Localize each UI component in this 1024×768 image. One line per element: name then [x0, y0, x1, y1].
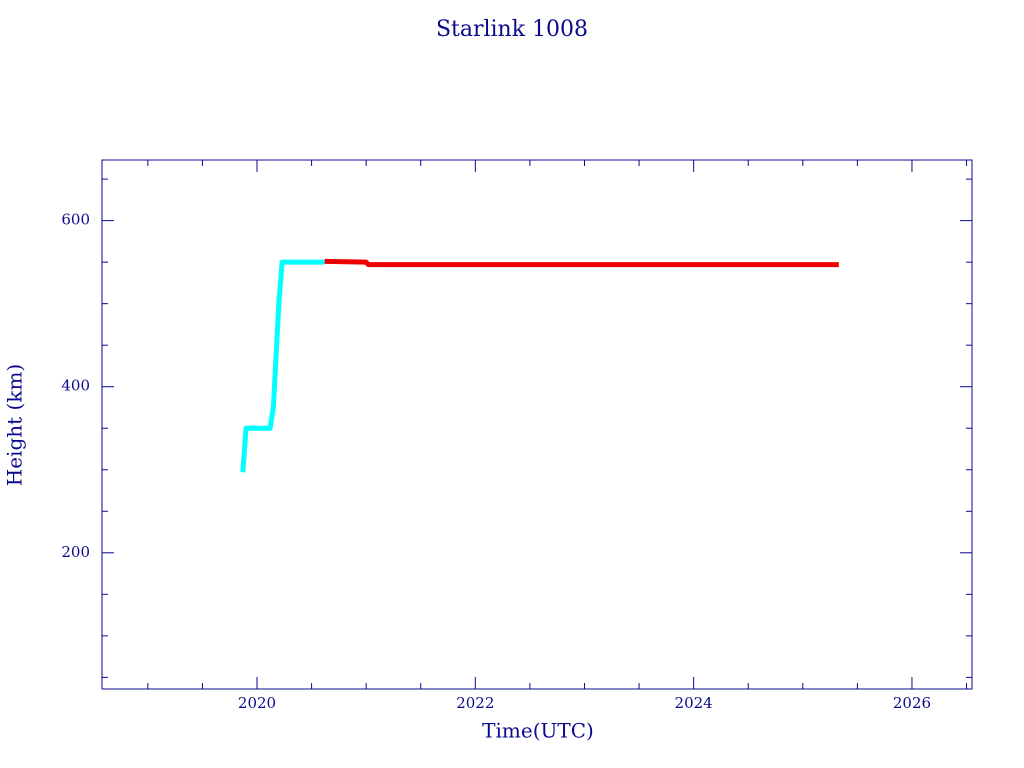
x-axis-label: Time(UTC) [482, 719, 594, 743]
series-line [324, 258, 839, 268]
series-line [240, 259, 325, 473]
y-tick-label: 600 [61, 211, 90, 229]
x-tick-label: 2022 [456, 694, 494, 712]
plot-frame [101, 159, 973, 690]
y-axis-label: Height (km) [3, 364, 27, 486]
x-tick-label: 2026 [893, 694, 931, 712]
x-tick-label: 2024 [675, 694, 713, 712]
y-tick-label: 400 [61, 377, 90, 395]
x-tick-label: 2020 [238, 694, 276, 712]
y-tick-label: 200 [61, 543, 90, 561]
chart-title: Starlink 1008 [436, 17, 588, 42]
